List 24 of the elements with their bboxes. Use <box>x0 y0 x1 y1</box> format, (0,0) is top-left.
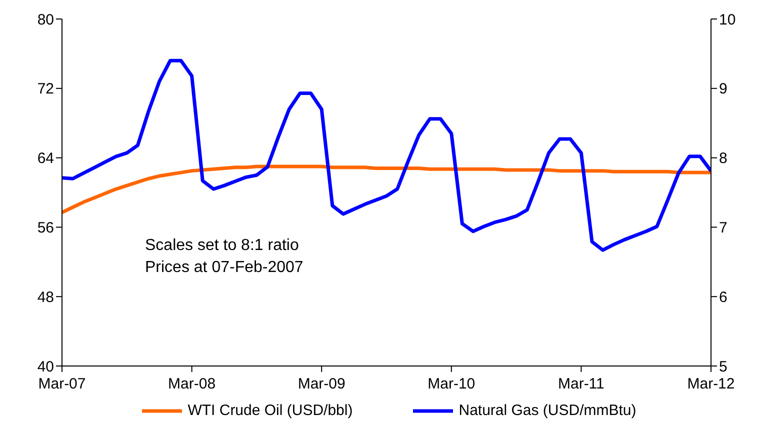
y-tick-label: 64 <box>37 150 54 168</box>
x-tick-label: Mar-08 <box>168 376 216 393</box>
x-tick-label: Mar-10 <box>428 376 476 393</box>
x-tick-label: Mar-12 <box>687 376 735 393</box>
y-tick-label: 72 <box>37 80 54 98</box>
x-tick-label: Mar-07 <box>38 376 86 393</box>
x-tick-label: Mar-11 <box>558 376 604 393</box>
y2-tick-label: 10 <box>719 11 736 28</box>
annotation: Scales set to 8:1 ratio <box>145 236 300 256</box>
y-tick-label: 80 <box>37 11 54 28</box>
y2-tick-label: 9 <box>719 80 728 98</box>
y2-tick-label: 7 <box>719 220 728 237</box>
y-tick-label: 40 <box>37 358 54 376</box>
legend-label: WTI Crude Oil (USD/bbl) <box>188 402 353 419</box>
annotation: Prices at 07-Feb-2007 <box>145 258 304 278</box>
y2-tick-label: 8 <box>719 150 728 168</box>
legend-label: Natural Gas (USD/mmBtu) <box>458 402 636 419</box>
line-series <box>62 164 711 214</box>
x-tick-label: Mar-09 <box>298 376 346 393</box>
y-tick-label: 56 <box>37 220 54 237</box>
y2-tick-label: 5 <box>719 358 728 376</box>
line-series <box>62 58 711 252</box>
y-tick-label: 48 <box>37 288 54 306</box>
y2-tick-label: 6 <box>719 288 728 306</box>
